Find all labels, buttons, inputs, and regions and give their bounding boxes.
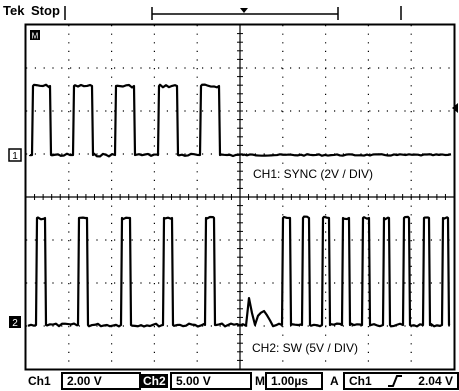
trigger-level: 2.04 V [418,374,453,388]
trigger-level-marker: M [30,30,40,41]
brand-label: Tek [3,3,25,18]
ch1-waveform [28,83,452,158]
graticule-grid [25,24,455,370]
timebase-label: M [255,374,265,388]
ch2-ground-marker: 2 [9,316,21,329]
timebase-scale: 1.00µs [265,372,323,390]
ch2-scale: 5.00 V [170,372,252,390]
ch2-annotation: CH2: SW (5V / DIV) [251,341,360,355]
ch2-label: Ch2 [141,374,168,388]
ch1-annotation: CH1: SYNC (2V / DIV) [252,167,375,181]
trigger-readout: Ch1 2.04 V [343,372,459,390]
trigger-position-arrow-icon [240,8,248,13]
trigger-source: Ch1 [349,374,372,388]
ch2-marker-label: 2 [12,318,18,329]
trigger-mode-label: A [330,374,339,388]
record-view-bracket [64,6,402,20]
ch1-scale: 2.00 V [61,372,141,390]
ch2-waveform [27,215,451,328]
rising-edge-icon [387,375,402,387]
trigger-marker-label: M [32,32,39,41]
run-state-label: Stop [31,3,60,18]
ch1-marker-label: 1 [12,151,18,162]
ch1-label: Ch1 [28,374,51,388]
ch1-ground-marker: 1 [8,148,22,162]
trigger-level-arrow-icon [452,103,458,113]
